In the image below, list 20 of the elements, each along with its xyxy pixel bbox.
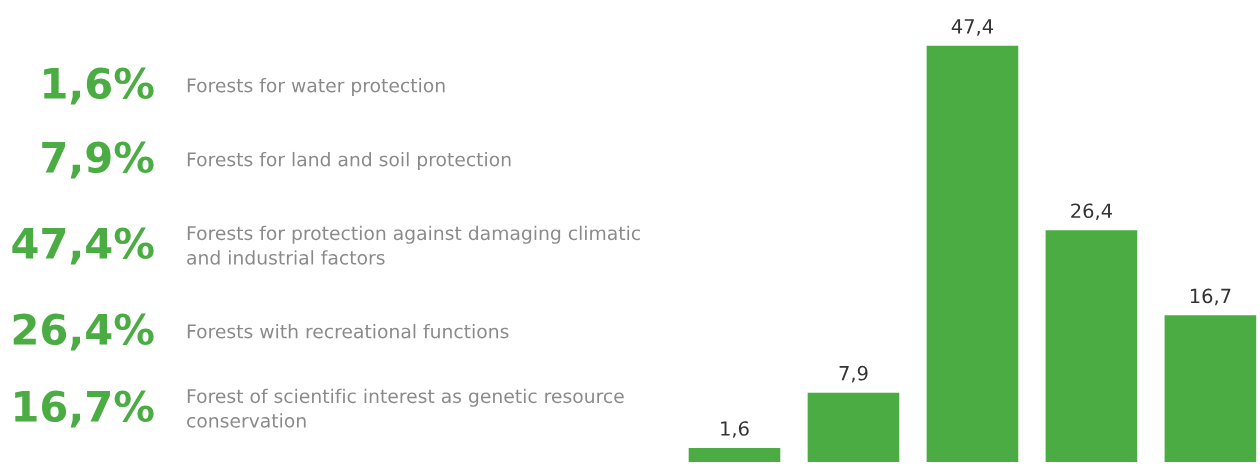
bar [1045, 230, 1138, 462]
text: Forests for protection against damaging climatic and industrial factors [187, 225, 640, 265]
data-label: 1,6 [721, 421, 749, 438]
data-label: 47,4 [951, 19, 994, 36]
bar [807, 392, 900, 462]
text: 7,9% [42, 141, 154, 179]
bar [688, 447, 781, 462]
text: Forests for land and soil protection [187, 151, 511, 171]
bar [926, 45, 1019, 462]
text: Forests for water protection [187, 77, 445, 97]
data-label: 7,9 [839, 365, 868, 383]
data-label: 16,7 [1190, 288, 1231, 306]
bar [1164, 315, 1257, 462]
text: Forests with recreational functions [187, 323, 509, 339]
text: 1,6% [44, 67, 154, 105]
text: Forest of scientific interest as genetic resource conservation [187, 388, 624, 428]
text: 16,7% [15, 390, 154, 428]
text: 47,4% [12, 227, 154, 265]
data-label: 26,4 [1071, 203, 1112, 221]
text: 26,4% [13, 313, 154, 351]
